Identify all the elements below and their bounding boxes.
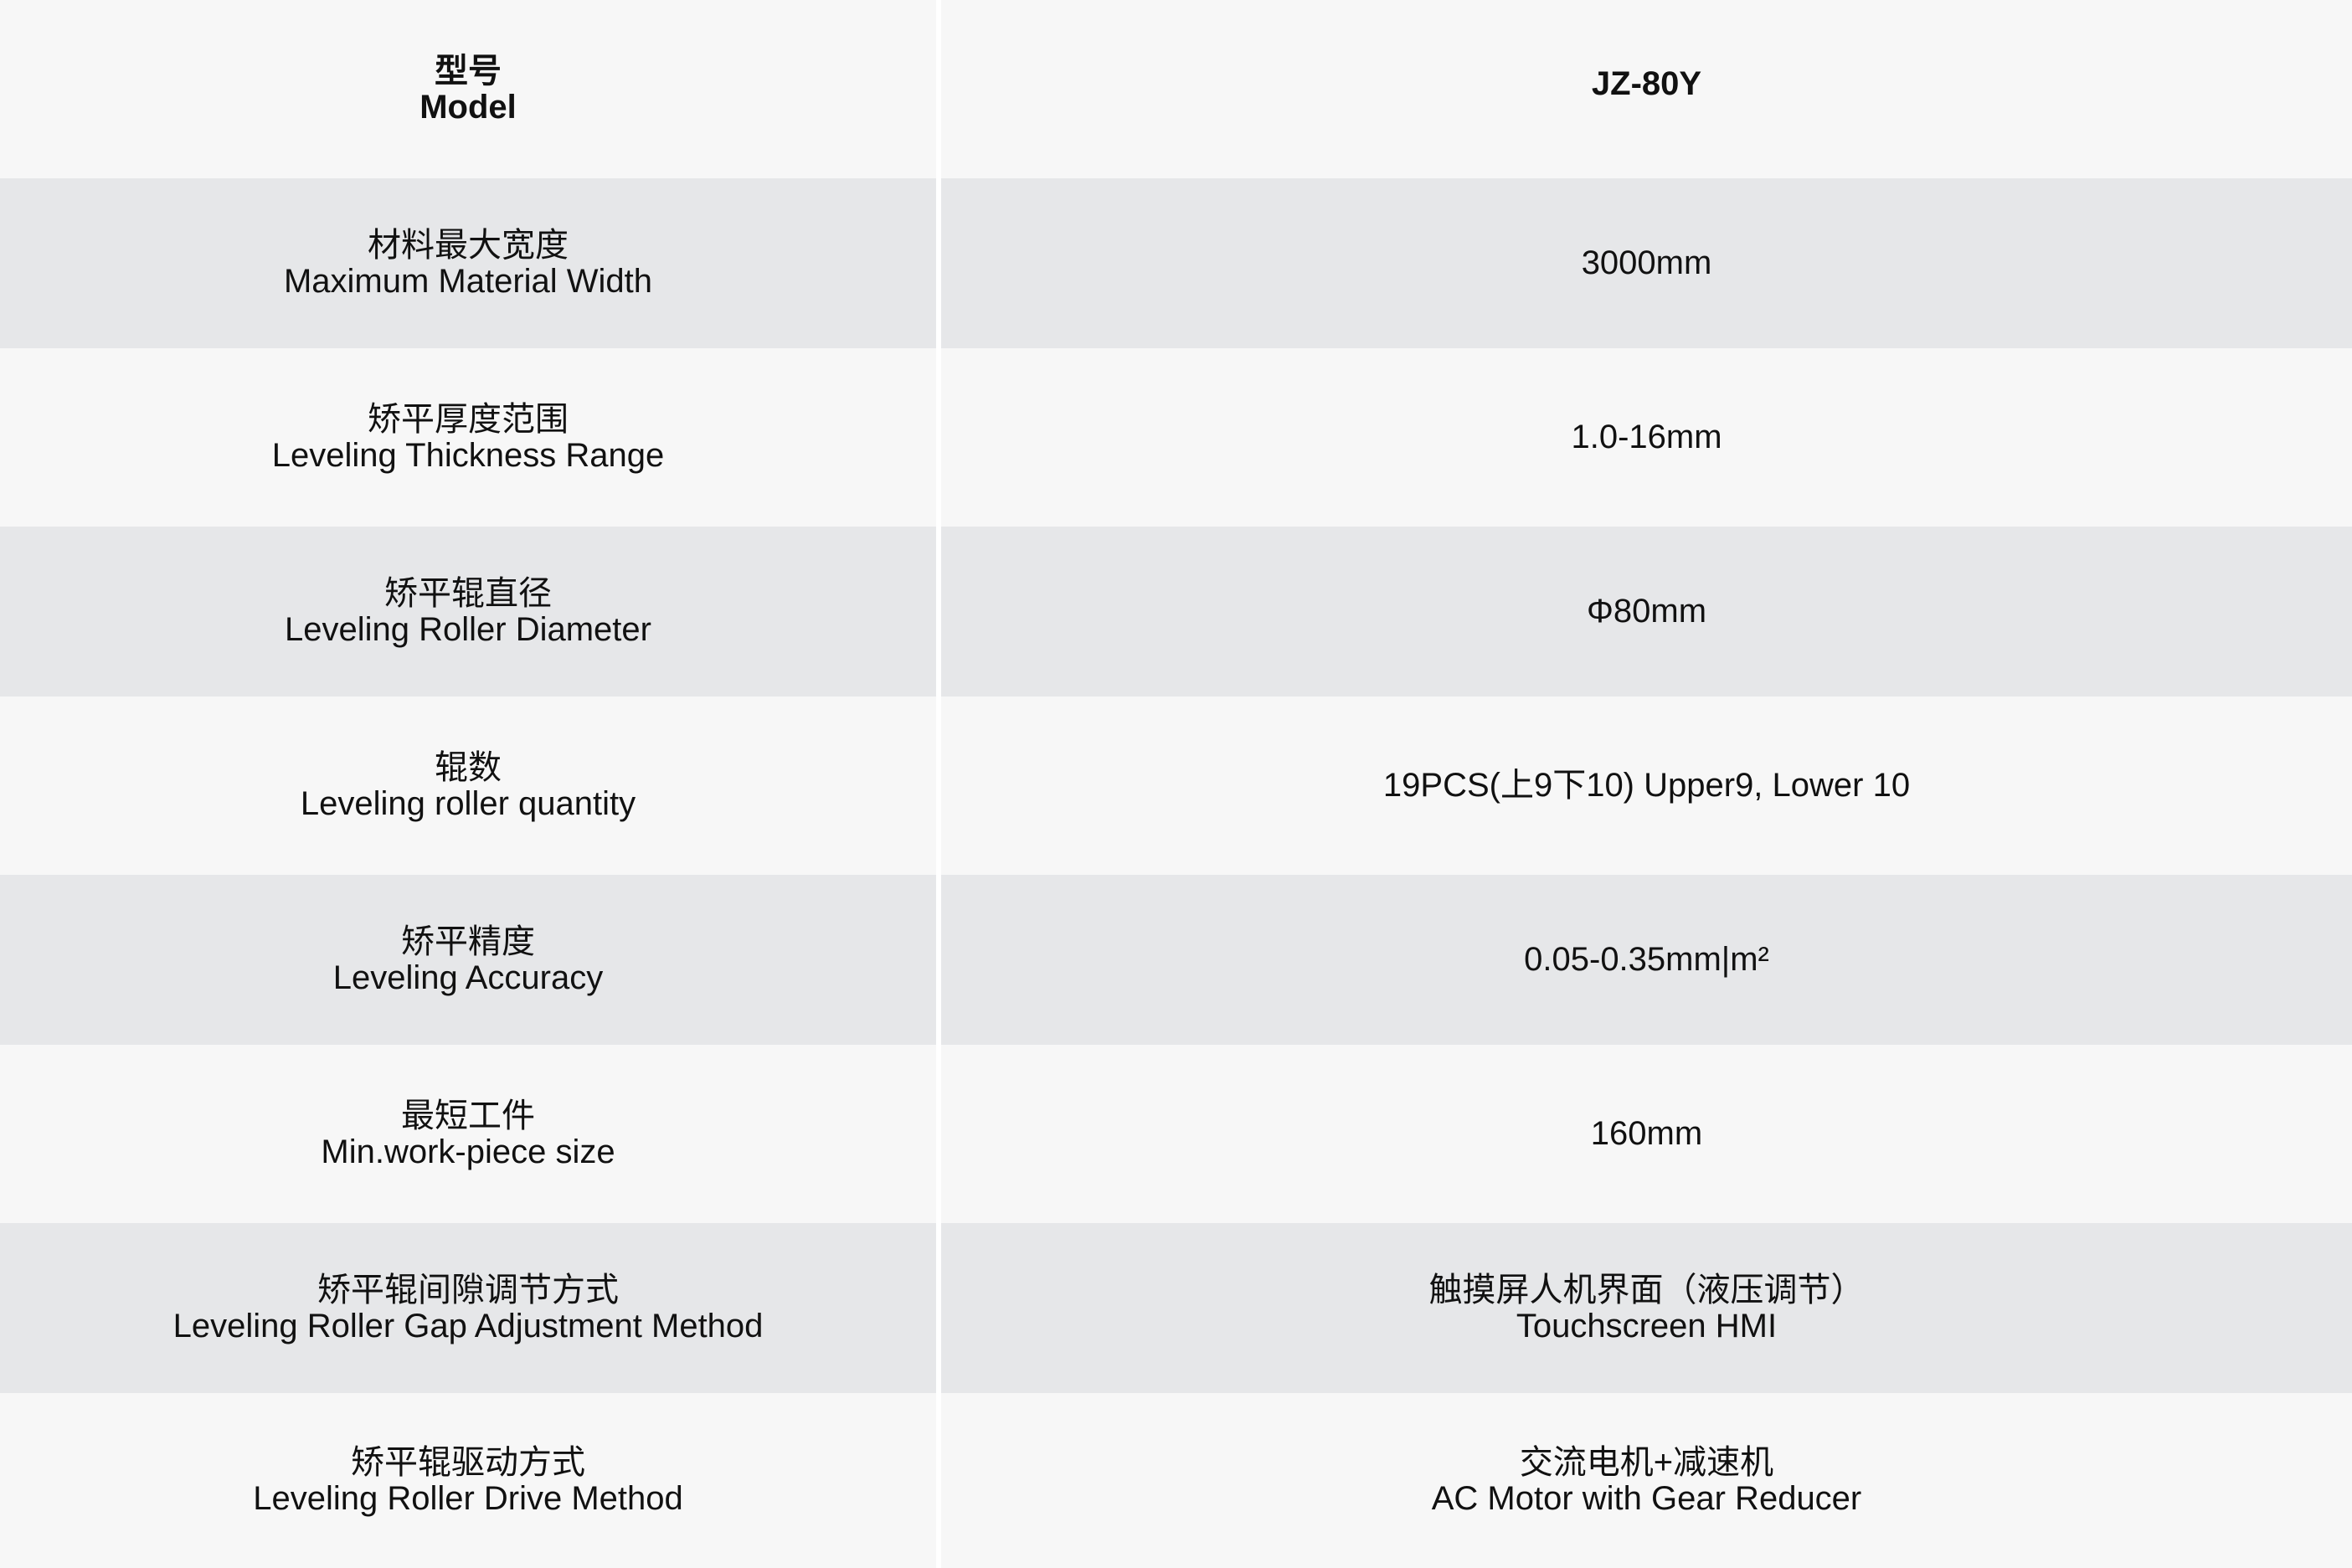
spec-value-cell: 19PCS(上9下10) Upper9, Lower 10 — [941, 697, 2352, 875]
spec-value: Touchscreen HMI — [1516, 1307, 1778, 1344]
column-divider — [936, 178, 941, 348]
spec-value-cell: 0.05-0.35mm|m² — [941, 875, 2352, 1045]
spec-label-en: Leveling Roller Gap Adjustment Method — [172, 1307, 764, 1344]
table-row: 辊数 Leveling roller quantity 19PCS(上9下10) U… — [0, 697, 2352, 875]
spec-value-cell: 触摸屏人机界面（液压调节） Touchscreen HMI — [941, 1223, 2352, 1393]
table-row: 最短工件 Min.work-piece size 160mm — [0, 1045, 2352, 1223]
table-row: 矫平辊间隙调节方式 Leveling Roller Gap Adjustment … — [0, 1223, 2352, 1393]
table-row: 矫平厚度范围 Leveling Thickness Range 1.0-16mm — [0, 348, 2352, 527]
spec-value: 160mm — [1590, 1115, 1703, 1152]
column-divider — [936, 348, 941, 527]
spec-value-cell: Φ80mm — [941, 527, 2352, 697]
spec-value-cn: 交流电机+减速机 — [1519, 1443, 1774, 1481]
spec-label-en: Leveling Roller Drive Method — [253, 1479, 683, 1517]
column-divider — [936, 875, 941, 1045]
header-row: 型号 Model JZ-80Y — [0, 0, 2352, 178]
spec-value: 19PCS(上9下10) Upper9, Lower 10 — [1382, 767, 1911, 804]
table-row: 矫平辊直径 Leveling Roller Diameter Φ80mm — [0, 527, 2352, 697]
spec-value-cell: 1.0-16mm — [941, 348, 2352, 527]
spec-label-cell: 矫平厚度范围 Leveling Thickness Range — [0, 348, 936, 527]
spec-label-cell: 矫平辊间隙调节方式 Leveling Roller Gap Adjustment … — [0, 1223, 936, 1393]
spec-label-en: Leveling Thickness Range — [271, 436, 665, 474]
spec-value-cn: 触摸屏人机界面（液压调节） — [1428, 1271, 1865, 1308]
column-divider — [936, 0, 941, 178]
spec-label-cell: 矫平辊驱动方式 Leveling Roller Drive Method — [0, 1393, 936, 1568]
spec-value-cell: 160mm — [941, 1045, 2352, 1223]
spec-label-cn: 矫平辊间隙调节方式 — [317, 1271, 619, 1308]
header-label-cn: 型号 — [435, 52, 502, 90]
spec-label-cell: 矫平精度 Leveling Accuracy — [0, 875, 936, 1045]
spec-label-en: Leveling roller quantity — [300, 784, 636, 822]
column-divider — [936, 697, 941, 875]
spec-value: AC Motor with Gear Reducer — [1431, 1479, 1862, 1517]
spec-label-cell: 材料最大宽度 Maximum Material Width — [0, 178, 936, 348]
spec-label-cn: 材料最大宽度 — [368, 226, 569, 264]
spec-label-cn: 最短工件 — [401, 1097, 535, 1134]
spec-value: 0.05-0.35mm|m² — [1524, 941, 1769, 978]
table-row: 矫平辊驱动方式 Leveling Roller Drive Method 交流电机+… — [0, 1393, 2352, 1568]
spec-label-cn: 矫平精度 — [401, 923, 535, 960]
column-divider — [936, 527, 941, 697]
table-row: 矫平精度 Leveling Accuracy 0.05-0.35mm|m² — [0, 875, 2352, 1045]
header-label-en: Model — [419, 88, 517, 126]
spec-label-en: Leveling Accuracy — [332, 959, 604, 996]
header-label-cell: 型号 Model — [0, 0, 936, 178]
spec-label-cn: 辊数 — [435, 748, 502, 786]
spec-label-cell: 最短工件 Min.work-piece size — [0, 1045, 936, 1223]
spec-label-en: Min.work-piece size — [321, 1133, 615, 1170]
column-divider — [936, 1045, 941, 1223]
spec-value-cell: 交流电机+减速机 AC Motor with Gear Reducer — [941, 1393, 2352, 1568]
table-row: 材料最大宽度 Maximum Material Width 3000mm — [0, 178, 2352, 348]
spec-value: 3000mm — [1581, 244, 1712, 281]
spec-label-cn: 矫平辊驱动方式 — [351, 1443, 585, 1481]
spec-label-cn: 矫平厚度范围 — [368, 400, 569, 438]
spec-value-cell: 3000mm — [941, 178, 2352, 348]
spec-label-cell: 辊数 Leveling roller quantity — [0, 697, 936, 875]
model-value: JZ-80Y — [1591, 65, 1702, 102]
spec-label-en: Leveling Roller Diameter — [285, 610, 651, 648]
spec-value: 1.0-16mm — [1571, 419, 1722, 455]
spec-value: Φ80mm — [1586, 593, 1707, 630]
spec-label-cell: 矫平辊直径 Leveling Roller Diameter — [0, 527, 936, 697]
spec-label-cn: 矫平辊直径 — [384, 574, 552, 612]
column-divider — [936, 1393, 941, 1568]
spec-label-en: Maximum Material Width — [283, 262, 653, 300]
header-value-cell: JZ-80Y — [941, 0, 2352, 178]
column-divider — [936, 1223, 941, 1393]
